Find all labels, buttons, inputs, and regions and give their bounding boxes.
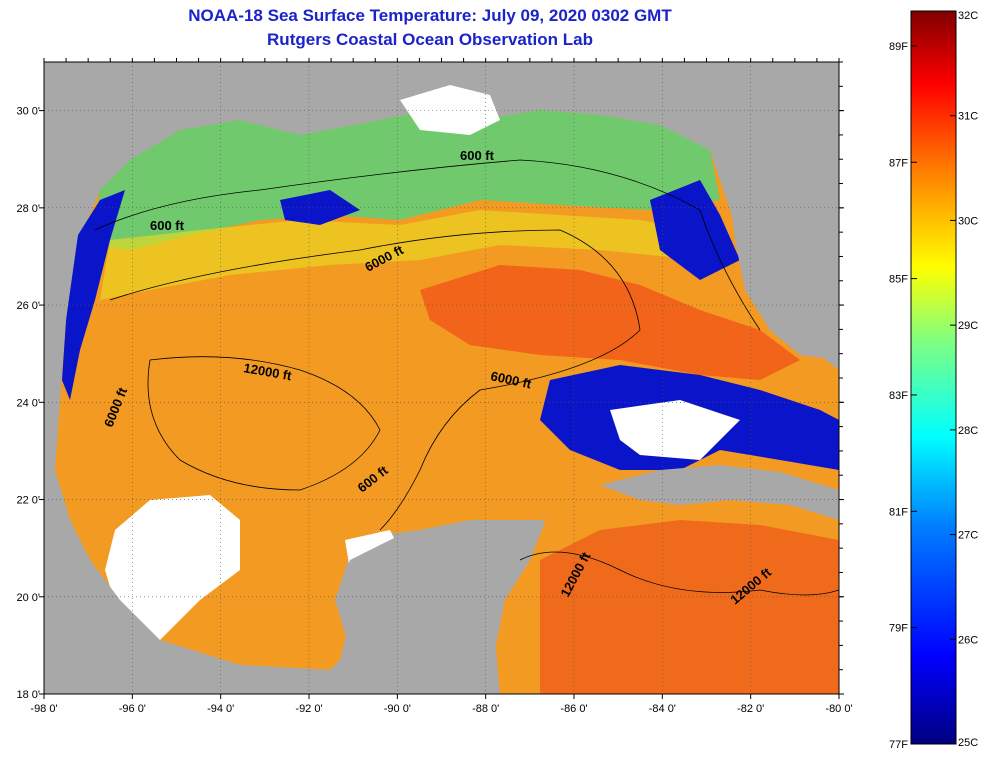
north-shelf-water: [90, 110, 720, 250]
colorbar-fahrenheit-label: 83F: [889, 390, 908, 402]
contour-600ft: [94, 159, 761, 331]
colorbar-celsius-label: 29C: [958, 320, 978, 332]
lon-tick-label: -88 0': [472, 703, 499, 715]
warm-core: [420, 265, 800, 380]
cloud-bay-campeche: [105, 495, 240, 640]
lon-tick-label: -80 0': [825, 703, 852, 715]
florida-land: [660, 62, 839, 360]
lat-tick-label: 24 0': [16, 397, 40, 409]
colorbar-fahrenheit-label: 87F: [889, 157, 908, 169]
contour-label: 600 ft: [460, 148, 495, 163]
lon-tick-label: -84 0': [649, 703, 676, 715]
contour-caribbean: [519, 551, 839, 596]
map-title: NOAA-18 Sea Surface Temperature: July 09…: [188, 6, 672, 25]
colorbar-celsius-label: 32C: [958, 10, 978, 22]
colorbar-celsius-label: 25C: [958, 737, 978, 749]
lon-tick-label: -82 0': [737, 703, 764, 715]
colorbar: [910, 10, 957, 745]
colorbar-fahrenheit-label: 89F: [889, 41, 908, 53]
lon-tick-label: -90 0': [384, 703, 411, 715]
lon-tick-label: -94 0': [207, 703, 234, 715]
contour-label: 600 ft: [150, 218, 185, 233]
lat-tick-label: 26 0': [16, 300, 40, 312]
colorbar-fahrenheit-label: 79F: [889, 623, 908, 635]
cuba-land: [600, 465, 839, 520]
colorbar-celsius-label: 31C: [958, 111, 978, 123]
colorbar-ticks: 32C 31C 30C 29C 28C 27C 26C 25C 89F 87F 85F 83F 81F 7…: [889, 10, 978, 751]
mexico-land: [44, 62, 340, 694]
colorbar-celsius-label: 28C: [958, 425, 978, 437]
map-subtitle: Rutgers Coastal Ocean Observation Lab: [267, 30, 593, 49]
colorbar-fahrenheit-label: 77F: [889, 739, 908, 751]
lon-tick-label: -96 0': [119, 703, 146, 715]
cloud-louisiana: [400, 85, 500, 135]
lat-tick-label: 22 0': [16, 495, 40, 507]
lat-tick-label: 30 0': [16, 106, 40, 118]
colorbar-fahrenheit-label: 81F: [889, 506, 908, 518]
north-cold-patch: [280, 190, 360, 225]
colorbar-celsius-label: 30C: [958, 215, 978, 227]
colorbar-fahrenheit-label: 85F: [889, 274, 908, 286]
colorbar-celsius-label: 26C: [958, 634, 978, 646]
lat-tick-label: 28 0': [16, 203, 40, 215]
contour-6000ft: [109, 229, 641, 531]
lon-tick-label: -92 0': [295, 703, 322, 715]
transition-band: [100, 210, 700, 300]
lat-tick-label: 18 0': [16, 689, 40, 701]
yucatan-land: [340, 522, 545, 694]
lon-tick-label: -86 0': [560, 703, 587, 715]
axis-ticks: -98 0' -96 0' -94 0' -92 0' -90 0' -88 0' -86 …: [16, 58, 853, 715]
contour-12000ft: [147, 356, 381, 491]
caribbean-water: [540, 520, 839, 694]
west-coast-cold: [62, 190, 125, 400]
lon-tick-label: -98 0': [30, 703, 57, 715]
lat-tick-label: 20 0': [16, 592, 40, 604]
cloud-cuba: [610, 400, 740, 460]
colorbar-celsius-label: 27C: [958, 530, 978, 542]
